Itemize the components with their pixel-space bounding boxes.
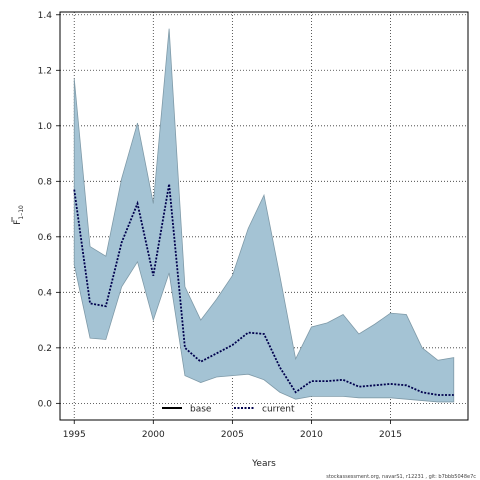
legend: base current (162, 405, 295, 415)
y-tick-label: 0.4 (38, 288, 53, 298)
x-tick-label: 1995 (63, 430, 86, 440)
legend-label-current: current (262, 405, 295, 415)
x-tick-label: 2015 (379, 430, 402, 440)
legend-label-base: base (190, 405, 212, 415)
series-line-current (73, 183, 454, 396)
plot-frame (59, 11, 469, 421)
svg-text:F1–10: F1–10 (13, 205, 25, 225)
footer-credit: stockassessment.org, navarS1, r12231 , g… (326, 474, 476, 480)
y-axis-label: F1–10 (11, 205, 25, 225)
y-tick-label: 1.2 (38, 66, 52, 76)
x-tick-label: 2000 (142, 430, 165, 440)
y-axis-label-sub: 1–10 (18, 205, 25, 220)
confidence-band (73, 28, 455, 403)
y-axis-label-main: F (13, 220, 23, 225)
y-tick-label: 0.8 (38, 177, 53, 187)
y-tick-label: 0.6 (38, 233, 53, 243)
y-axis: 0.0 0.2 0.4 0.6 0.8 1.0 1.2 1.4 (38, 11, 60, 409)
x-axis: 1995 2000 2005 2010 2015 (63, 420, 402, 440)
y-tick-label: 0.0 (38, 399, 53, 409)
y-tick-label: 0.2 (38, 344, 52, 354)
x-tick-label: 2010 (300, 430, 323, 440)
y-tick-label: 1.0 (38, 122, 53, 132)
x-tick-label: 2005 (221, 430, 244, 440)
y-tick-label: 1.4 (38, 11, 53, 21)
x-axis-label: Years (251, 459, 276, 469)
